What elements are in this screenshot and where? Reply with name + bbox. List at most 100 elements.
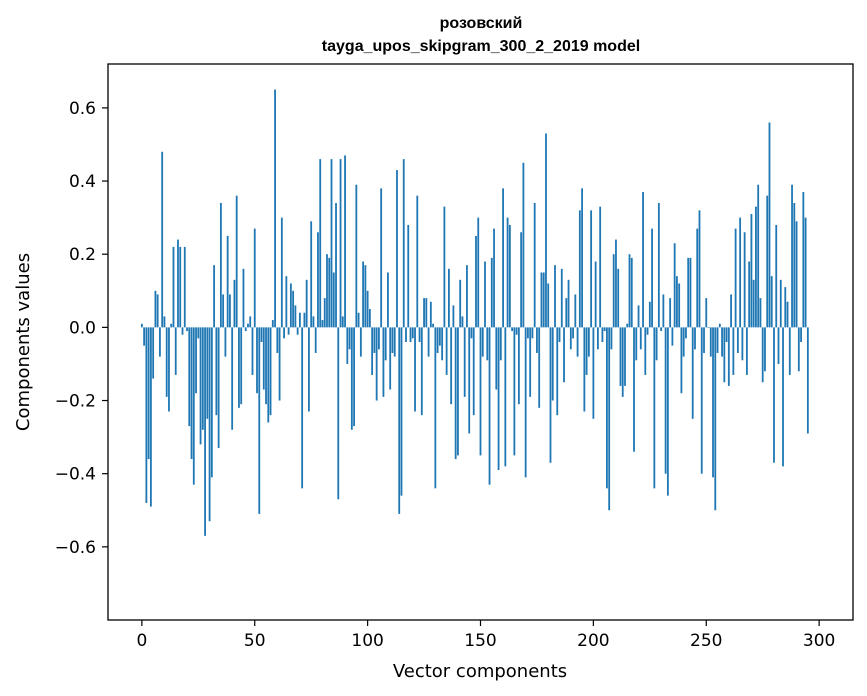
bar-253 xyxy=(712,327,714,478)
bar-32 xyxy=(213,265,216,328)
bar-189 xyxy=(567,279,570,328)
y-tick-label: −0.6 xyxy=(55,538,96,558)
bar-59 xyxy=(274,89,276,328)
bar-217 xyxy=(630,257,633,328)
bar-8 xyxy=(159,327,161,357)
bar-250 xyxy=(705,298,708,328)
bar-131 xyxy=(436,327,439,353)
bar-123 xyxy=(418,327,421,342)
bar-100 xyxy=(366,290,369,328)
bar-1 xyxy=(143,327,146,346)
x-tick-label: 50 xyxy=(244,631,266,651)
bar-271 xyxy=(752,279,755,328)
bar-138 xyxy=(452,305,455,328)
y-axis-ticks: −0.6 −0.4 −0.2 0.0 0.2 0.4 0.6 xyxy=(55,99,108,558)
bar-33 xyxy=(215,327,218,416)
bar-116 xyxy=(402,159,405,328)
bar-155 xyxy=(490,257,493,328)
bar-36 xyxy=(222,294,225,328)
bar-72 xyxy=(303,312,306,328)
bar-70 xyxy=(298,312,301,328)
bar-215 xyxy=(626,323,629,328)
bar-73 xyxy=(305,279,308,328)
bar-52 xyxy=(258,327,261,514)
y-tick-label: −0.4 xyxy=(55,465,96,485)
bar-5 xyxy=(152,327,155,379)
bar-71 xyxy=(301,327,304,489)
bar-238 xyxy=(678,283,681,328)
bar-84 xyxy=(330,159,333,328)
bar-282 xyxy=(777,327,780,364)
bar-265 xyxy=(739,217,742,328)
x-tick-label: 200 xyxy=(577,631,609,651)
bar-114 xyxy=(398,327,401,514)
bar-153 xyxy=(486,327,489,361)
bar-120 xyxy=(411,327,414,339)
bar-230 xyxy=(660,327,663,332)
x-tick-label: 250 xyxy=(690,631,722,651)
bar-229 xyxy=(657,203,660,328)
bar-202 xyxy=(596,327,599,350)
y-axis-label: Components values xyxy=(13,253,34,431)
bar-200 xyxy=(592,327,595,419)
bar-283 xyxy=(779,279,782,328)
bar-35 xyxy=(219,203,222,328)
bar-137 xyxy=(450,327,453,405)
bar-249 xyxy=(703,327,705,353)
bar-119 xyxy=(409,327,412,342)
bar-261 xyxy=(730,294,732,328)
bar-118 xyxy=(407,224,410,328)
bar-117 xyxy=(405,327,407,342)
bar-85 xyxy=(332,272,335,328)
bar-9 xyxy=(161,151,164,328)
bar-267 xyxy=(743,232,746,328)
bar-178 xyxy=(542,272,545,328)
bar-23 xyxy=(192,327,195,485)
y-tick-label: 0.2 xyxy=(69,245,96,265)
bar-213 xyxy=(621,327,624,397)
bar-199 xyxy=(590,210,593,328)
bar-58 xyxy=(271,320,274,328)
bar-256 xyxy=(718,323,721,328)
bar-90 xyxy=(344,155,346,328)
bar-39 xyxy=(229,294,231,328)
bar-264 xyxy=(736,327,739,353)
bar-163 xyxy=(508,224,511,328)
bar-239 xyxy=(680,327,683,394)
bar-176 xyxy=(538,327,541,408)
bar-74 xyxy=(308,327,310,412)
bar-75 xyxy=(310,221,313,328)
bar-126 xyxy=(425,298,428,328)
bar-228 xyxy=(655,327,658,361)
y-tick-label: 0.0 xyxy=(69,318,96,338)
bar-197 xyxy=(585,327,588,375)
bar-80 xyxy=(321,320,324,328)
bar-128 xyxy=(429,301,432,328)
bar-262 xyxy=(732,327,735,375)
bar-53 xyxy=(260,327,263,342)
bar-67 xyxy=(292,290,295,328)
bar-280 xyxy=(773,327,775,463)
bar-152 xyxy=(484,261,486,328)
x-tick-label: 150 xyxy=(464,631,496,651)
bar-14 xyxy=(172,246,175,328)
bar-232 xyxy=(664,327,667,474)
bar-281 xyxy=(775,224,778,328)
bar-68 xyxy=(294,305,297,328)
bar-19 xyxy=(183,246,186,328)
bar-210 xyxy=(615,239,617,328)
bar-151 xyxy=(481,327,484,357)
bar-207 xyxy=(608,327,611,511)
bar-17 xyxy=(179,246,182,328)
bar-252 xyxy=(709,327,712,357)
bar-221 xyxy=(639,327,642,350)
bar-279 xyxy=(770,276,773,328)
bar-284 xyxy=(782,327,784,467)
bar-50 xyxy=(253,228,256,328)
bar-30 xyxy=(208,327,211,522)
bar-164 xyxy=(511,327,514,332)
bar-148 xyxy=(475,235,477,328)
bar-42 xyxy=(235,195,238,328)
bar-240 xyxy=(682,327,685,357)
